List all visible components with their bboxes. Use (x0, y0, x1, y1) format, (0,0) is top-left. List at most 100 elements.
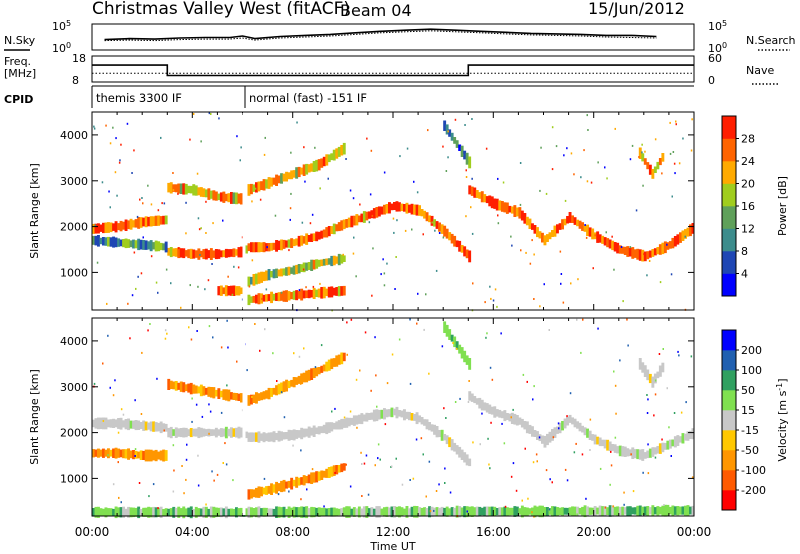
velocity-panel-speckle (191, 397, 193, 400)
power-panel-band-0-cell (347, 217, 351, 228)
velocity-panel-band-1-cell (503, 410, 507, 422)
velocity-panel-band-0-cell (415, 412, 419, 425)
power-panel-band-0-cell (199, 250, 203, 258)
velocity-panel-band-8-cell (350, 508, 354, 516)
velocity-panel-speckle (147, 329, 149, 332)
power-panel-speckle (349, 189, 352, 192)
velocity-panel-band-4-cell (250, 489, 253, 499)
velocity-panel-band-3-cell (335, 355, 339, 367)
velocity-panel-band-4-cell (260, 486, 264, 497)
power-panel-band-8-cell (646, 162, 650, 170)
velocity-panel-speckle (581, 453, 584, 456)
power-panel-band-1-cell (648, 250, 652, 258)
velocity-panel-band-8-cell (365, 506, 369, 518)
power-panel-band-8-cell (643, 158, 647, 165)
power-panel-speckle (303, 146, 305, 149)
power-colorbar-swatch (722, 116, 736, 139)
velocity-panel-speckle (582, 318, 584, 321)
power-panel-band-2-cell (162, 243, 166, 251)
power-panel-band-0-cell (350, 215, 354, 228)
velocity-panel-speckle (117, 461, 119, 464)
power-panel-band-1-cell (473, 187, 477, 198)
power-panel-speckle (545, 192, 548, 195)
power-panel-band-3-cell (169, 182, 173, 194)
velocity-panel-band-2-cell (169, 380, 173, 389)
power-panel-speckle (464, 124, 466, 126)
velocity-panel-band-3-cell (317, 367, 321, 375)
power-panel-speckle (210, 113, 212, 115)
velocity-panel-band-1-cell (673, 436, 677, 448)
velocity-panel-speckle (566, 415, 568, 418)
power-panel-band-0-cell (194, 250, 198, 258)
velocity-panel-band-3-cell (305, 370, 309, 383)
velocity-panel-band-8-cell (653, 507, 657, 515)
power-panel-band-1-cell (566, 216, 570, 224)
power-panel-band-1-cell (636, 248, 640, 260)
velocity-panel-band-4-cell (305, 476, 309, 484)
velocity-panel-speckle (164, 329, 167, 332)
velocity-panel-band-4-cell (342, 463, 346, 471)
velocity-panel-band-0-cell (372, 409, 376, 422)
velocity-panel-speckle (346, 353, 348, 356)
velocity-panel-speckle (152, 483, 155, 486)
velocity-panel-band-8-cell (207, 508, 211, 516)
velocity-panel-band-8-cell (325, 508, 329, 516)
velocity-panel-band-4-cell (277, 483, 281, 492)
power-panel-speckle (371, 214, 374, 217)
velocity-panel-band-8-cell (245, 508, 248, 517)
power-panel-speckle (669, 152, 672, 155)
velocity-panel-band-8-cell (468, 506, 472, 517)
velocity-panel-band-0-cell (157, 422, 161, 432)
velocity-panel-band-8-cell (342, 507, 346, 517)
velocity-panel-speckle (612, 505, 614, 508)
power-panel-speckle (644, 150, 646, 153)
velocity-panel-band-8-cell (433, 507, 437, 516)
power-panel-speckle (302, 268, 305, 271)
velocity-panel-speckle (277, 493, 280, 496)
velocity-panel-band-8-cell (488, 506, 492, 517)
power-panel-band-4-cell (267, 177, 271, 189)
velocity-panel-band-0-cell (265, 433, 269, 442)
power-panel-band-3-cell (189, 185, 193, 194)
velocity-panel-speckle (654, 379, 657, 382)
velocity-panel-band-3-cell (302, 372, 306, 383)
power-panel-band-2-cell (147, 241, 151, 250)
power-panel-band-0-cell (362, 211, 366, 223)
velocity-panel-band-1-cell (638, 449, 642, 460)
power-panel-speckle (266, 246, 268, 249)
power-panel-band-2-cell (159, 242, 163, 251)
power-colorbar-tick-label: 12 (741, 223, 755, 236)
velocity-panel-speckle (468, 380, 470, 382)
power-panel-band-0-cell (430, 215, 434, 226)
velocity-panel-band-1-cell (576, 421, 580, 429)
velocity-panel-speckle (320, 344, 323, 347)
velocity-panel-band-7-cell (460, 347, 464, 359)
power-panel-band-2-cell (99, 237, 103, 245)
velocity-panel-band-0-cell (122, 420, 126, 428)
power-panel-band-0-cell (149, 216, 153, 227)
velocity-panel-band-8-cell (503, 506, 507, 517)
power-panel-band-1-cell (528, 218, 532, 229)
power-panel-speckle (490, 297, 492, 300)
velocity-panel-band-0-cell (315, 427, 319, 434)
velocity-panel-speckle (350, 318, 353, 321)
power-panel-speckle (208, 112, 211, 115)
velocity-panel-band-8-cell (230, 508, 233, 517)
power-panel-band-0-cell (255, 242, 258, 253)
velocity-panel-band-8-cell (122, 506, 126, 518)
velocity-panel-speckle (163, 429, 165, 432)
velocity-panel-band-4-cell (335, 465, 339, 475)
power-panel-speckle (296, 121, 298, 124)
power-panel-band-3-cell (212, 190, 216, 201)
power-panel-band-1-cell (651, 249, 655, 257)
power-panel-speckle (442, 145, 444, 148)
velocity-panel-band-1-cell (598, 437, 602, 447)
velocity-panel-speckle (423, 328, 425, 331)
power-panel-speckle (289, 218, 291, 221)
velocity-panel-band-0-cell (207, 428, 211, 437)
velocity-panel-speckle (226, 384, 228, 387)
power-panel-band-0-cell (262, 242, 266, 253)
velocity-panel-speckle (359, 369, 361, 372)
power-panel-band-9-cell (458, 144, 462, 151)
velocity-panel-band-1-cell (470, 393, 474, 402)
